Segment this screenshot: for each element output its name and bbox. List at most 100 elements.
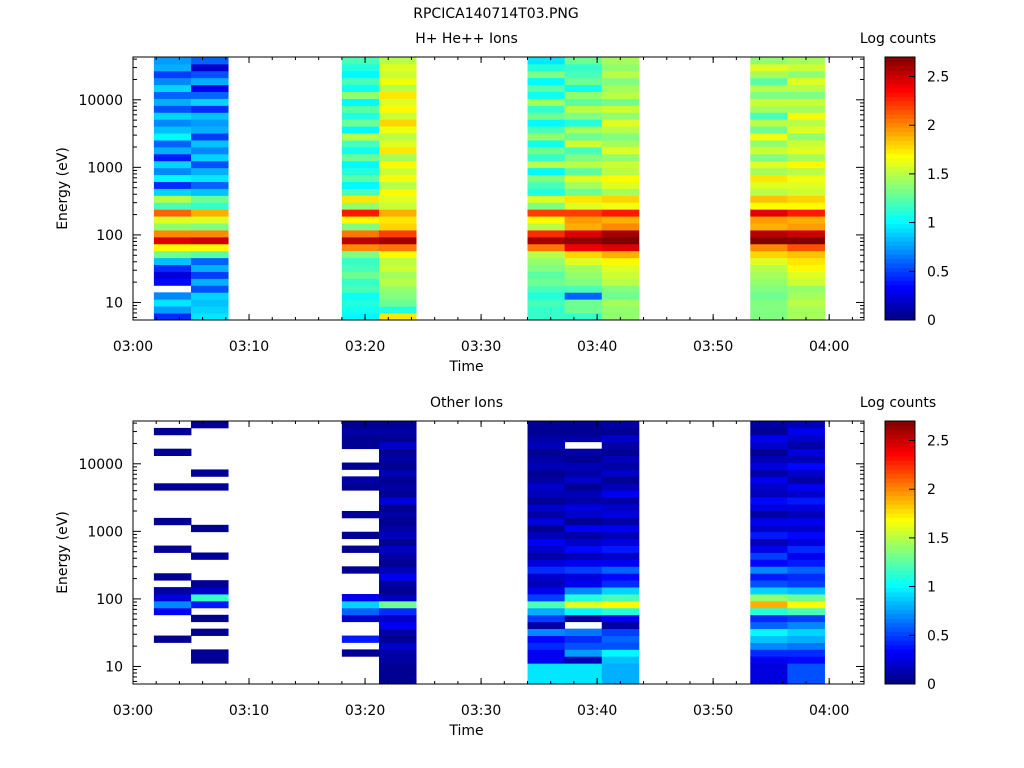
heatmap-cell xyxy=(750,663,788,671)
colorbar-swatch xyxy=(885,618,915,624)
heatmap-cell xyxy=(191,614,229,623)
colorbar-swatch xyxy=(885,127,915,133)
heatmap-cell xyxy=(564,663,603,671)
colorbar-swatch xyxy=(885,157,915,163)
heatmap-cell xyxy=(378,257,417,266)
heatmap-cell xyxy=(527,133,566,141)
heatmap-cell xyxy=(564,257,603,266)
colorbar-swatch xyxy=(885,179,915,185)
colorbar-swatch xyxy=(885,227,915,233)
colorbar-swatch xyxy=(885,648,915,654)
heatmap-cell xyxy=(601,236,640,245)
heatmap-cell xyxy=(564,490,603,498)
heatmap-cell xyxy=(153,299,192,307)
heatmap-cell xyxy=(787,105,825,113)
heatmap-cell xyxy=(601,517,640,526)
heatmap-cell xyxy=(378,538,417,546)
heatmap-cell xyxy=(527,427,566,436)
heatmap-cell xyxy=(750,105,788,113)
heatmap-cell xyxy=(750,649,788,657)
heatmap-cell xyxy=(153,146,192,155)
heatmap-cell xyxy=(378,230,417,238)
heatmap-cell xyxy=(153,202,192,210)
heatmap-cell xyxy=(527,538,566,546)
heatmap-cell xyxy=(153,264,192,272)
x-axis-label: Time xyxy=(448,359,483,375)
heatmap-cell xyxy=(341,614,380,623)
heatmap-cell xyxy=(601,84,640,92)
heatmap-cell xyxy=(378,448,417,456)
heatmap-cell xyxy=(378,174,417,182)
heatmap-cell xyxy=(378,455,417,463)
colorbar-frame xyxy=(884,420,916,685)
heatmap-cell xyxy=(787,656,825,664)
y-axis-label: Energy (eV) xyxy=(55,511,71,594)
heatmap-cell xyxy=(787,594,825,602)
colorbar-swatch xyxy=(885,210,915,216)
heatmap-cell xyxy=(527,257,566,266)
heatmap-cell xyxy=(787,292,825,300)
heatmap-cell xyxy=(750,635,788,643)
heatmap-cell xyxy=(378,271,417,279)
panel-title: H+ He++ Ions xyxy=(415,31,518,47)
heatmap-cell xyxy=(378,635,417,643)
heatmap-cell xyxy=(750,545,788,553)
plot-frame xyxy=(132,420,865,685)
heatmap-cell xyxy=(564,573,603,581)
heatmap-cell xyxy=(750,600,788,609)
heatmap-cell xyxy=(341,635,380,643)
colorbar-swatch xyxy=(885,122,915,128)
heatmap-cell xyxy=(601,635,640,643)
heatmap-cell xyxy=(787,271,825,279)
heatmap-cell xyxy=(601,421,640,429)
colorbar-swatch xyxy=(885,140,915,146)
heatmap-cell xyxy=(564,504,603,512)
heatmap-cell xyxy=(527,677,566,685)
heatmap-cell xyxy=(341,84,380,92)
heatmap-cell xyxy=(601,264,640,272)
heatmap-cell xyxy=(378,656,417,664)
heatmap-cell xyxy=(750,594,788,602)
colorbar-swatch xyxy=(885,425,915,431)
heatmap-cell xyxy=(527,285,566,293)
heatmap-cell xyxy=(564,313,603,321)
heatmap-cell xyxy=(153,223,192,231)
heatmap-cell xyxy=(601,209,640,217)
heatmap-cell xyxy=(191,105,229,113)
heatmap-cell xyxy=(601,98,640,106)
heatmap-cell xyxy=(527,642,566,650)
heatmap-cell xyxy=(787,469,825,477)
heatmap-cell xyxy=(787,504,825,512)
heatmap-cell xyxy=(341,271,380,279)
heatmap-cell xyxy=(750,250,788,259)
heatmap-cell xyxy=(153,216,192,224)
heatmap-cell xyxy=(564,580,603,588)
heatmap-cell xyxy=(191,174,229,182)
heatmap-cell xyxy=(378,292,417,300)
heatmap-cell xyxy=(787,306,825,314)
heatmap-cell xyxy=(341,299,380,307)
colorbar-swatch xyxy=(885,442,915,448)
heatmap-cell xyxy=(527,649,566,657)
heatmap-cell xyxy=(564,84,603,92)
heatmap-cell xyxy=(564,292,603,300)
heatmap-cell xyxy=(341,153,380,162)
heatmap-cell xyxy=(750,278,788,286)
heatmap-cell xyxy=(787,285,825,293)
heatmap-cells xyxy=(153,57,825,321)
panel-title: Other Ions xyxy=(430,395,503,411)
heatmap-cell xyxy=(787,670,825,678)
heatmap-cell xyxy=(601,649,640,657)
heatmap-cell xyxy=(564,230,603,238)
heatmap-cell xyxy=(341,531,380,540)
heatmap-cell xyxy=(750,559,788,567)
heatmap-cell xyxy=(153,63,192,72)
heatmap-cell xyxy=(191,243,229,252)
heatmap-cell xyxy=(750,146,788,155)
heatmap-cell xyxy=(153,517,192,526)
x-tick-label: 03:10 xyxy=(229,339,269,355)
heatmap-cell xyxy=(601,146,640,155)
heatmap-cell xyxy=(564,594,603,602)
heatmap-cell xyxy=(601,524,640,533)
heatmap-cell xyxy=(564,195,603,203)
